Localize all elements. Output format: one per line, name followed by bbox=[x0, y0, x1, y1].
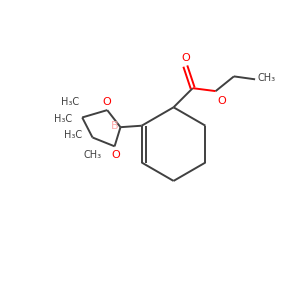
Text: CH₃: CH₃ bbox=[83, 150, 102, 160]
Text: H₃C: H₃C bbox=[64, 130, 82, 140]
Text: O: O bbox=[112, 150, 120, 160]
Text: O: O bbox=[102, 97, 111, 106]
Text: CH₃: CH₃ bbox=[257, 73, 276, 83]
Text: H₃C: H₃C bbox=[54, 114, 72, 124]
Text: B: B bbox=[110, 121, 118, 131]
Text: O: O bbox=[181, 52, 190, 62]
Text: H₃C: H₃C bbox=[61, 97, 79, 107]
Text: O: O bbox=[217, 96, 226, 106]
